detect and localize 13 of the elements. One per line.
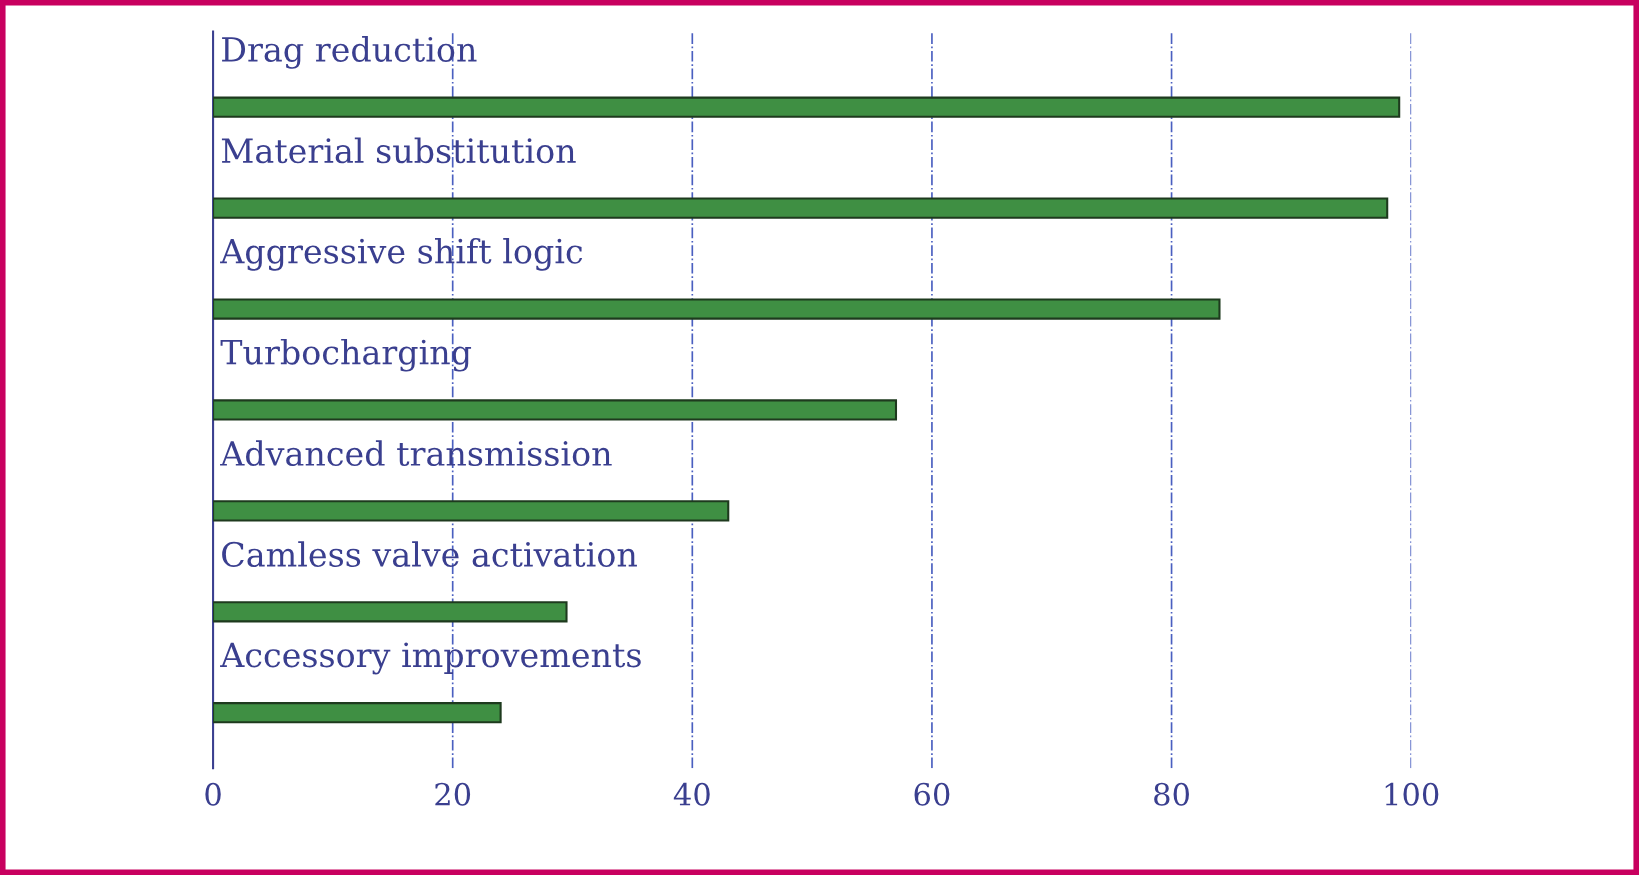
x-tick-label: 80: [1154, 782, 1189, 806]
x-tick-label: 60: [914, 782, 950, 806]
x-tick-label: 0: [205, 782, 221, 806]
y-tick-label: Advanced transmission: [220, 440, 612, 467]
y-tick-label: Drag reduction: [222, 36, 477, 69]
y-tick-label: Material substitution: [221, 137, 576, 164]
x-tick-label: 20: [435, 782, 471, 806]
x-tick-label: 40: [673, 782, 710, 806]
y-tick-label: Aggressive shift logic: [220, 237, 583, 271]
y-tick-label: Turbocharging: [220, 338, 472, 372]
y-tick-label: Camless valve activation: [222, 541, 637, 568]
x-tick-label: 100: [1385, 782, 1439, 806]
y-tick-label: Accessory improvements: [220, 642, 641, 675]
